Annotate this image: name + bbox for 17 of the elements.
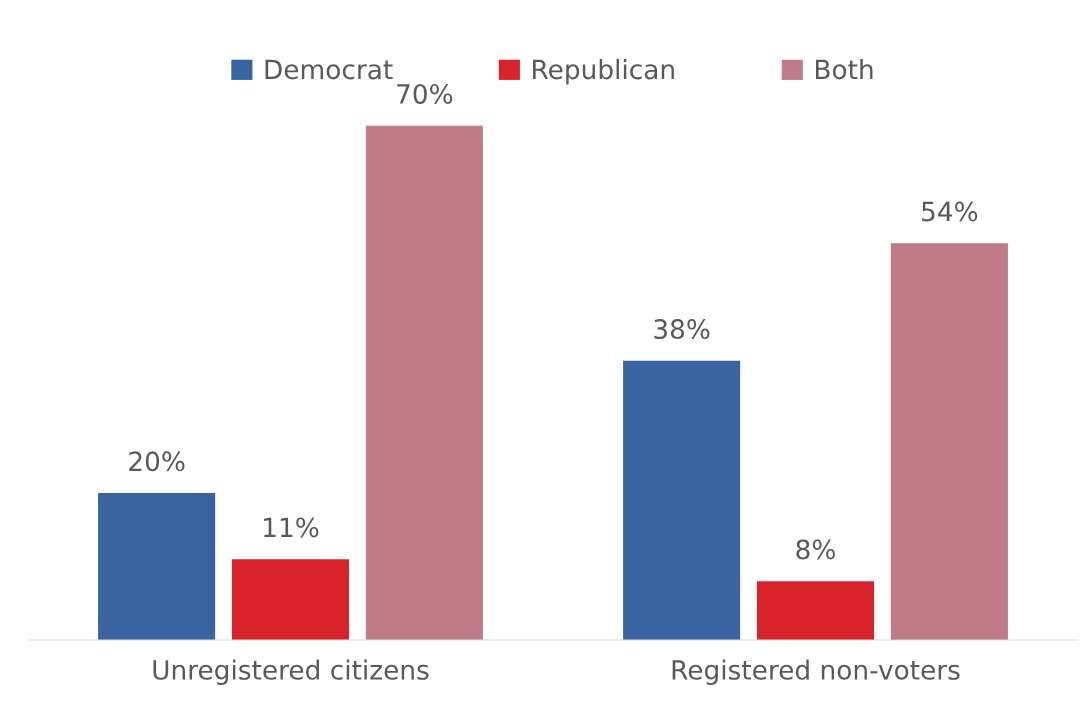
data-label: 70% xyxy=(397,83,453,104)
x-tick-label: Unregistered citizens xyxy=(153,659,429,685)
bar xyxy=(98,493,216,640)
bar xyxy=(623,360,741,640)
data-label: 11% xyxy=(264,517,319,538)
legend-label: Both xyxy=(815,58,873,80)
bar xyxy=(890,243,1008,640)
legend-label: Democrat xyxy=(265,59,393,80)
bar xyxy=(231,559,350,640)
data-label: 38% xyxy=(654,319,710,340)
bar xyxy=(365,125,483,640)
data-label: 54% xyxy=(922,201,978,222)
legend-label: Republican xyxy=(533,58,674,85)
data-label: 8% xyxy=(796,539,835,560)
x-tick-label: Registered non-voters xyxy=(672,659,960,685)
data-label: 20% xyxy=(129,451,185,472)
bar xyxy=(756,581,875,640)
